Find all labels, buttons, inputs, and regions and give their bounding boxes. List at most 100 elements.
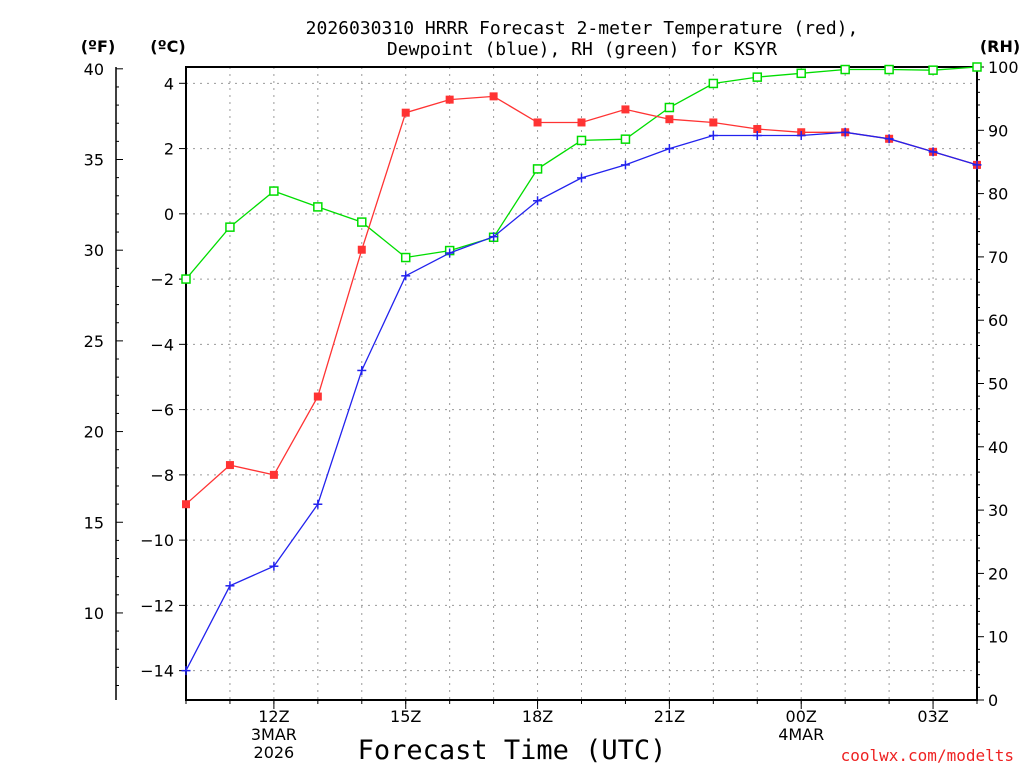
fahrenheit-tick-label: 15 xyxy=(84,513,104,532)
celsius-tick-label: −8 xyxy=(150,466,174,485)
rh-tick-label: 30 xyxy=(988,501,1008,520)
data-point-rh xyxy=(928,65,938,75)
x-tick-label: 2026 xyxy=(254,743,295,762)
data-point-rh xyxy=(752,72,763,82)
data-point-dewpoint xyxy=(577,173,586,183)
celsius-tick-label: −6 xyxy=(150,401,174,420)
rh-unit-label: (RH) xyxy=(980,37,1020,56)
celsius-tick-label: −4 xyxy=(150,335,174,354)
data-point-dewpoint xyxy=(840,127,850,137)
axes: −14 −12 −10 −8 −6 −4 −2 0 2 4 10 15 20 25 30 35 40 0 10 20 3… xyxy=(84,58,1019,762)
x-tick-label: 21Z xyxy=(654,707,685,726)
data-point-rh xyxy=(313,202,323,212)
data-point-rh xyxy=(400,252,411,263)
rh-tick-label: 20 xyxy=(988,564,1008,583)
rh-tick-label: 90 xyxy=(988,121,1008,140)
data-point-rh xyxy=(708,78,719,89)
x-tick-label: 18Z xyxy=(522,707,553,726)
data-point-temperature xyxy=(313,392,322,401)
data-point-rh xyxy=(181,274,191,284)
x-tick-label: 12Z xyxy=(258,707,289,726)
fahrenheit-tick-label: 30 xyxy=(84,241,104,260)
data-point-rh xyxy=(576,135,587,146)
celsius-tick-label: −12 xyxy=(140,596,174,615)
rh-tick-label: 70 xyxy=(988,248,1008,267)
data-point-rh xyxy=(972,62,982,72)
data-point-dewpoint xyxy=(445,248,455,258)
series-dewpoint xyxy=(181,127,982,676)
celsius-tick-label: −2 xyxy=(150,270,174,289)
x-tick-label: 15Z xyxy=(390,707,421,726)
fahrenheit-tick-label: 10 xyxy=(84,604,104,623)
data-point-temperature xyxy=(753,124,762,133)
celsius-unit-label: (ºC) xyxy=(150,37,185,56)
data-point-temperature xyxy=(577,118,586,127)
data-point-dewpoint xyxy=(620,160,630,170)
data-point-rh xyxy=(620,134,631,144)
celsius-tick-label: −14 xyxy=(140,662,174,681)
data-point-dewpoint xyxy=(489,232,499,242)
celsius-tick-label: 4 xyxy=(164,74,174,93)
fahrenheit-unit-label: (ºF) xyxy=(81,37,116,56)
data-point-temperature xyxy=(489,92,498,101)
rh-tick-label: 40 xyxy=(988,438,1008,457)
data-point-dewpoint xyxy=(401,271,411,281)
x-tick-label: 00Z xyxy=(786,707,817,726)
data-point-rh xyxy=(664,102,675,113)
data-point-rh xyxy=(840,64,850,75)
data-point-dewpoint xyxy=(533,196,543,206)
fahrenheit-tick-label: 25 xyxy=(84,332,104,351)
data-point-dewpoint xyxy=(269,561,279,571)
chart-title-line-1: 2026030310 HRRR Forecast 2-meter Tempera… xyxy=(306,18,859,39)
data-point-dewpoint xyxy=(357,365,367,375)
data-point-rh xyxy=(532,164,543,174)
data-point-temperature xyxy=(182,500,190,509)
gridlines xyxy=(186,67,977,700)
fahrenheit-tick-label: 40 xyxy=(84,60,104,79)
celsius-tick-label: 0 xyxy=(164,205,174,224)
data-point-dewpoint xyxy=(664,144,674,154)
data-point-dewpoint xyxy=(225,581,235,591)
data-point-rh xyxy=(796,68,806,79)
celsius-tick-label: 2 xyxy=(164,140,174,159)
rh-tick-label: 0 xyxy=(988,691,998,710)
data-point-rh xyxy=(357,217,367,227)
data-point-temperature xyxy=(269,470,278,479)
data-point-rh xyxy=(884,64,894,75)
data-point-dewpoint xyxy=(928,147,938,157)
data-point-temperature xyxy=(225,461,234,470)
rh-tick-label: 60 xyxy=(988,311,1008,330)
data-point-temperature xyxy=(621,105,630,114)
data-point-temperature xyxy=(401,108,410,117)
data-point-dewpoint xyxy=(313,499,323,509)
rh-tick-label: 50 xyxy=(988,375,1008,394)
x-tick-label: 4MAR xyxy=(778,725,824,744)
data-point-dewpoint xyxy=(972,160,982,170)
rh-tick-label: 10 xyxy=(988,628,1008,647)
series-layer xyxy=(181,62,982,676)
credit-text: coolwx.com/modelts xyxy=(841,746,1014,765)
x-tick-label: 3MAR xyxy=(251,725,297,744)
rh-tick-label: 100 xyxy=(988,58,1019,77)
data-point-dewpoint xyxy=(884,134,894,144)
fahrenheit-tick-label: 20 xyxy=(84,423,104,442)
fahrenheit-tick-label: 35 xyxy=(84,151,104,170)
data-point-temperature xyxy=(445,95,454,104)
data-point-dewpoint xyxy=(752,131,762,141)
data-point-temperature xyxy=(665,115,674,124)
data-point-temperature xyxy=(357,245,366,254)
data-point-temperature xyxy=(709,118,718,127)
data-point-dewpoint xyxy=(708,131,718,141)
chart-title-line-2: Dewpoint (blue), RH (green) for KSYR xyxy=(387,39,777,60)
data-point-dewpoint xyxy=(796,131,806,141)
x-axis-label: Forecast Time (UTC) xyxy=(358,735,667,766)
rh-tick-label: 80 xyxy=(988,185,1008,204)
celsius-tick-label: −10 xyxy=(140,531,174,550)
data-point-rh xyxy=(269,186,279,196)
x-tick-label: 03Z xyxy=(917,707,948,726)
data-point-temperature xyxy=(533,118,542,127)
data-point-dewpoint xyxy=(181,666,191,676)
data-point-rh xyxy=(225,222,235,232)
